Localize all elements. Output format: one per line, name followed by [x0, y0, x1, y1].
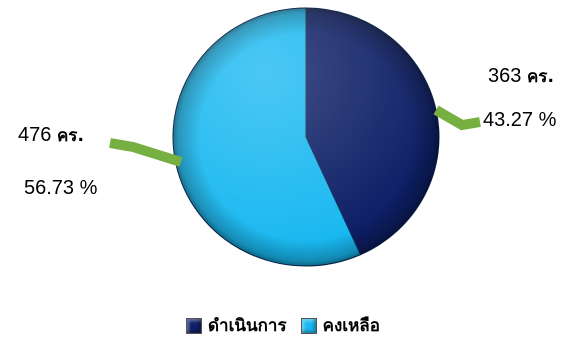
legend: ดำเนินการ คงเหลือ	[186, 312, 394, 339]
data-label-count-value: 363	[488, 65, 522, 87]
data-label-percent-value: 43.27 %	[483, 109, 557, 131]
data-label-unit: คร.	[56, 126, 84, 146]
legend-item-1[interactable]: คงเหลือ	[300, 312, 380, 339]
data-label-count-value: 476	[18, 124, 52, 146]
legend-swatch	[186, 317, 202, 334]
legend-item-0[interactable]: ดำเนินการ	[186, 312, 287, 339]
leader-line-1	[109, 138, 183, 167]
data-label-percent-0: 43.27 %	[483, 110, 556, 130]
legend-label: ดำเนินการ	[208, 316, 287, 336]
data-label-percent-value: 56.73 %	[24, 177, 98, 199]
data-label-count-1: 476 คร.	[18, 125, 84, 145]
legend-label: คงเหลือ	[322, 316, 380, 336]
leader-line-0	[433, 105, 481, 131]
data-label-count-0: 363 คร.	[488, 66, 554, 86]
data-label-percent-1: 56.73 %	[24, 178, 97, 198]
data-label-unit: คร.	[526, 67, 554, 87]
legend-swatch	[300, 317, 317, 334]
